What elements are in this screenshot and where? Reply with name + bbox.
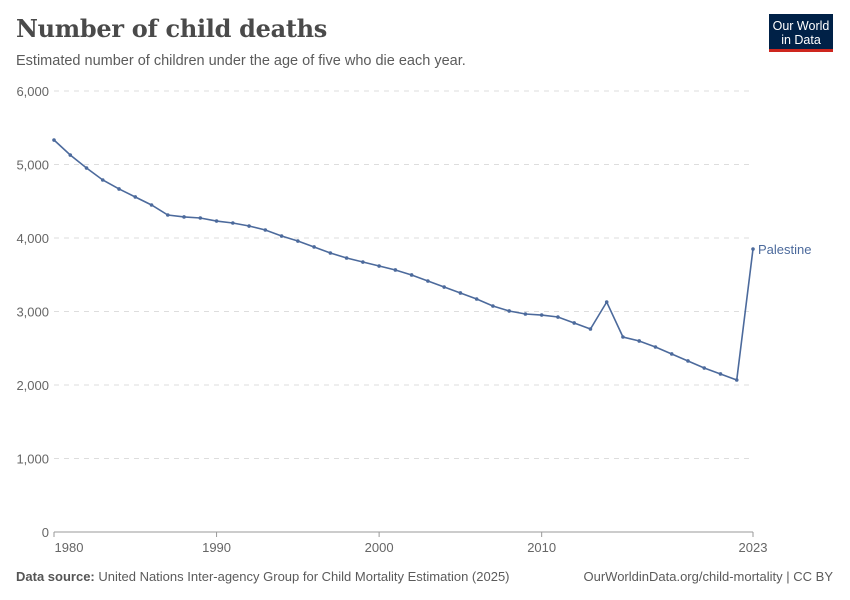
y-tick-label: 0 [42,525,49,540]
data-point [702,366,707,370]
data-point [52,138,56,142]
y-tick-label: 1,000 [16,452,49,467]
data-point [474,297,479,301]
chart-subtitle: Estimated number of children under the a… [16,53,466,69]
data-point [588,327,593,331]
data-point [279,234,284,238]
data-point [556,315,560,319]
data-point [491,304,495,308]
data-point [328,251,333,255]
data-point [621,335,625,339]
data-point [637,339,642,343]
data-point [231,221,235,225]
data-point [247,224,251,228]
x-tick-label: 1990 [202,540,231,555]
data-point [117,187,121,191]
x-tick-label: 2023 [739,540,768,555]
data-point [751,247,755,251]
data-point [68,153,73,157]
data-point [296,239,300,243]
data-point [165,213,170,217]
x-tick-label: 2000 [365,540,394,555]
y-tick-label: 5,000 [16,158,49,173]
data-point [198,216,203,220]
data-point [182,215,186,219]
data-point [377,264,381,268]
data-point [734,378,739,382]
data-point [84,166,89,170]
data-point [523,312,528,316]
data-point [100,178,105,182]
y-tick-label: 6,000 [16,84,49,99]
data-point [669,352,674,356]
data-point [312,245,316,249]
data-point [361,260,365,264]
data-point [214,219,219,223]
data-point [507,309,511,313]
data-point [539,313,544,317]
data-point [458,291,463,295]
source-label: Data source: [16,569,95,584]
data-point [263,228,268,232]
data-point [393,268,398,272]
data-point [133,195,138,199]
source-text: United Nations Inter-agency Group for Ch… [98,569,510,584]
chart-title: Number of child deaths [16,14,328,43]
data-point [426,279,430,283]
series-label: Palestine [758,242,811,257]
y-tick-label: 4,000 [16,231,49,246]
data-source: Data source: United Nations Inter-agency… [16,569,510,584]
data-point [442,285,446,289]
data-point [604,300,609,304]
data-point [409,273,414,277]
data-point [572,321,576,325]
line-chart: 0 1,000 2,000 3,000 4,000 5,000 6,000 1980 1990 2… [16,84,811,555]
data-point [149,203,154,207]
y-tick-label: 2,000 [16,378,49,393]
series-line [53,139,754,382]
y-tick-label: 3,000 [16,305,49,320]
data-point [718,372,723,376]
x-tick-label: 1980 [55,540,84,555]
data-point [344,256,349,260]
data-point [686,359,690,363]
owid-logo[interactable]: Our World in Data [769,14,833,52]
x-tick-label: 2010 [527,540,556,555]
data-point [653,345,658,349]
footer-link[interactable]: OurWorldinData.org/child-mortality | CC … [583,569,834,584]
